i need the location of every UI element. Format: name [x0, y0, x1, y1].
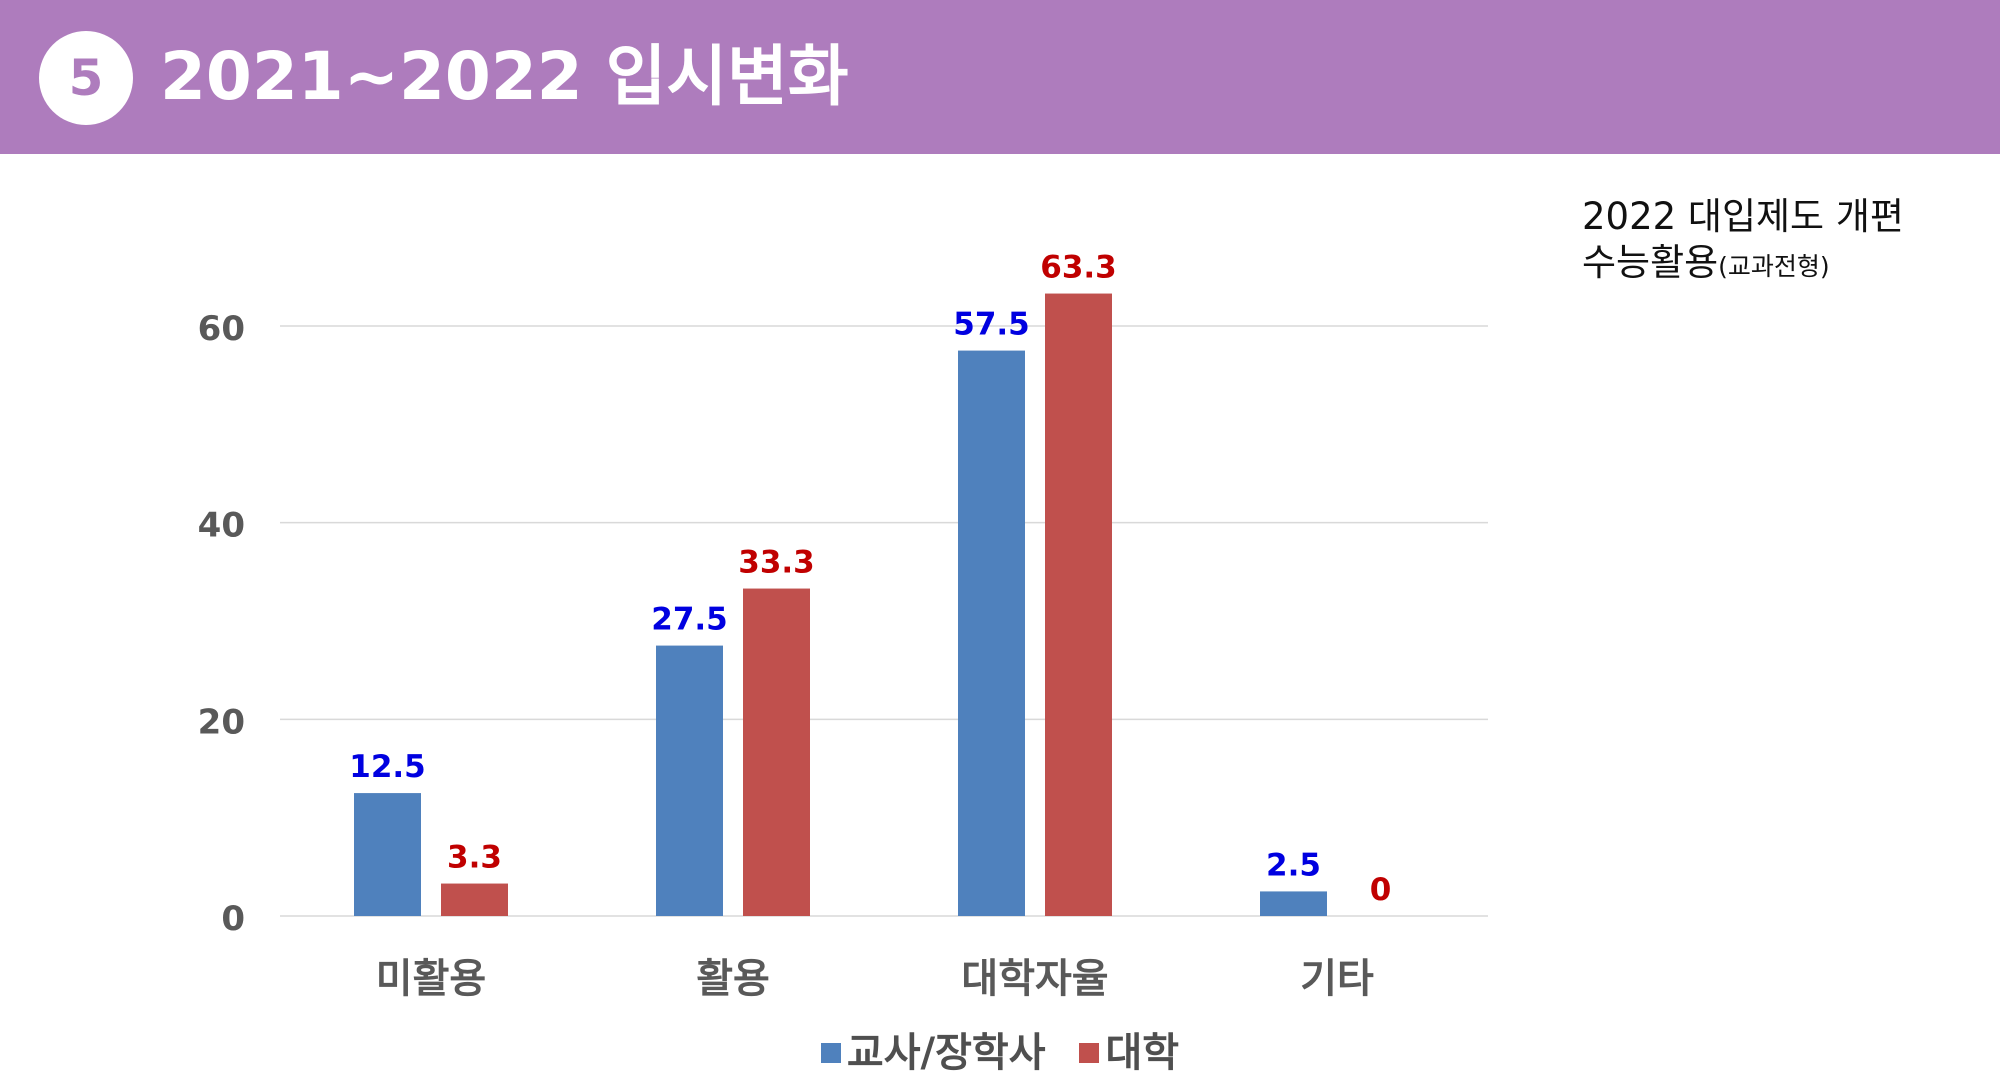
data-label-series-2: 33.3: [738, 545, 815, 581]
bar-series-1: [354, 793, 421, 916]
side-note-line2-sub: (교과전형): [1718, 252, 1830, 281]
legend-item-series-2: 대학: [1079, 1020, 1179, 1078]
legend-item-series-1: 교사/장학사: [820, 1020, 1046, 1078]
data-label-series-1: 2.5: [1266, 847, 1321, 883]
bar-series-2: [1045, 293, 1112, 916]
data-label-series-1: 12.5: [349, 749, 426, 785]
data-label-series-2: 3.3: [447, 840, 502, 876]
side-note: 2022 대입제도 개편 수능활용(교과전형): [1582, 194, 1904, 290]
bar-series-2: [743, 588, 810, 916]
data-label-series-1: 57.5: [953, 307, 1030, 343]
x-category-label: 대학자율: [961, 956, 1108, 1002]
y-tick-label: 20: [198, 702, 245, 742]
legend-label-series-1: 교사/장학사: [846, 1030, 1046, 1076]
y-tick-label: 40: [198, 506, 245, 546]
y-tick-label: 60: [198, 309, 245, 349]
bar-series-1: [1260, 891, 1327, 916]
x-category-label: 기타: [1300, 956, 1374, 1002]
x-category-label: 활용: [696, 956, 770, 1002]
bar-series-2: [441, 883, 508, 916]
side-note-line2-main: 수능활용: [1582, 241, 1719, 284]
legend-label-series-2: 대학: [1105, 1030, 1180, 1076]
bar-series-1: [656, 645, 723, 916]
chart-legend: 교사/장학사 대학: [0, 1020, 2000, 1078]
legend-swatch-series-1: [820, 1043, 841, 1063]
legend-swatch-series-2: [1079, 1043, 1100, 1063]
data-label-series-2: 63.3: [1040, 250, 1117, 286]
side-note-line2: 수능활용(교과전형): [1582, 240, 1904, 290]
data-label-series-2: 0: [1370, 872, 1392, 908]
page-title: 2021~2022 입시변화: [160, 38, 849, 115]
section-number-badge: 5: [39, 31, 133, 125]
data-label-series-1: 27.5: [651, 602, 728, 638]
bar-series-1: [958, 350, 1025, 916]
y-tick-label: 0: [221, 899, 245, 939]
x-category-label: 미활용: [376, 956, 486, 1002]
header-bar: 5 2021~2022 입시변화: [0, 0, 2000, 154]
side-note-line1: 2022 대입제도 개편: [1582, 195, 1904, 238]
